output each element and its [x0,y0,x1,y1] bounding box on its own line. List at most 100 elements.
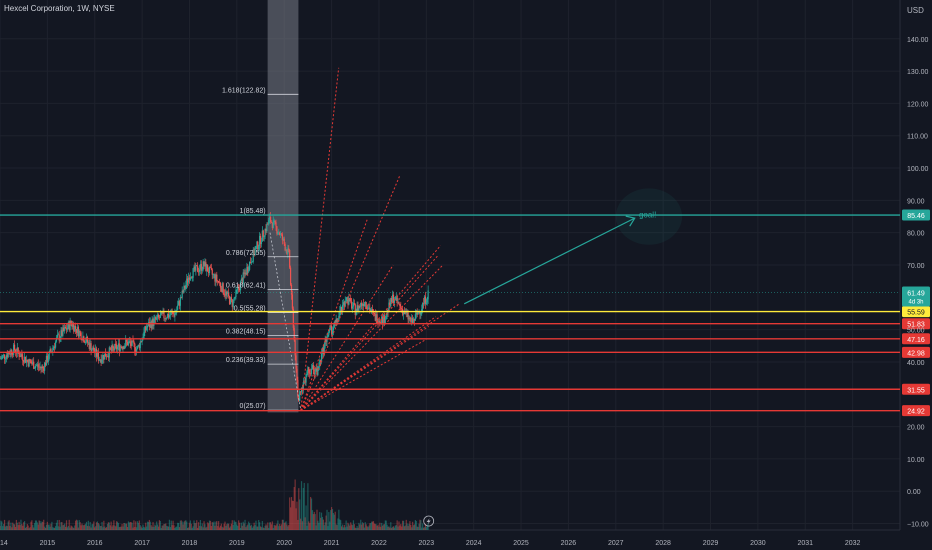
volume-bar [344,527,346,530]
candle-body [279,232,281,235]
volume-bar [146,521,149,530]
volume-bar [14,526,17,530]
candle-body [312,365,314,370]
volume-bar [413,524,416,530]
volume-bar [346,526,348,530]
candle-body [320,360,322,362]
volume-bar [10,522,12,530]
candle-body [122,346,124,349]
volume-bar [34,520,37,530]
candle-body [163,311,165,319]
volume-bar [47,524,49,530]
volume-bar [424,523,427,530]
candle-body [121,347,123,349]
candle-body [34,365,37,369]
candle-body [352,303,355,307]
y-tick-label: 80.00 [907,231,925,238]
candle-body [100,359,102,363]
level-badge [902,209,930,221]
candle-body [419,311,421,315]
volume-bar [376,525,378,530]
candle-body [74,326,76,332]
volume-bar [63,524,65,530]
volume-bar [203,521,205,530]
goal-circle [615,188,683,245]
x-tick-label: 2024 [466,540,482,547]
volume-bar [2,526,4,530]
volume-bar [197,522,200,530]
volume-bar [311,510,314,530]
candle-body [242,272,244,284]
volume-bar [298,488,300,530]
candle-body [274,220,276,223]
candle-body [414,314,416,321]
candle-body [85,341,87,343]
volume-bars [0,479,429,530]
goal-projection[interactable]: goal! [463,188,683,305]
volume-bar [127,521,130,530]
candle-body [167,313,169,319]
time-axis[interactable]: 2014 2015 2016 2017 2018 2019 2020 2021 2022 2023… [0,515,861,547]
volume-bar [323,525,325,530]
candle-body [118,343,120,352]
volume-bar [104,526,106,530]
volume-bar [119,526,121,530]
horizontal-levels[interactable]: 85.46 55.59 51.83 47.16 42.98 31.55 24.92 61.49… [0,209,930,417]
candle-body [293,327,295,341]
candle-body [266,223,268,232]
candle-body [227,292,229,294]
volume-bar [397,526,399,530]
volume-bar [385,520,387,530]
price-axis[interactable]: 140.00 130.00 120.00 110.00 100.00 90.00 80.00… [907,37,929,529]
candle-body [300,387,303,393]
candle-body [317,366,319,375]
candle-body [168,315,171,318]
candle-body [278,232,280,234]
volume-bar [71,526,73,530]
volume-bar [241,525,243,530]
volume-bar [61,522,63,530]
candle-body [340,306,342,312]
volume-bar [91,524,93,530]
candle-body [193,266,195,269]
candle-body [31,363,33,365]
candle-body [316,368,318,375]
volume-bar [245,527,247,530]
candle-body [381,316,384,325]
candle-body [392,294,395,303]
y-tick-label: 10.00 [907,457,925,464]
fan-lines[interactable] [300,67,460,411]
candle-body [344,301,346,307]
candle-body [54,341,57,348]
volume-bar [25,526,28,530]
volume-bar [53,527,55,530]
volume-bar [286,524,288,530]
volume-bar [310,498,313,530]
volume-bar [6,526,8,530]
volume-bar [26,523,28,530]
volume-bar [58,519,60,530]
candle-body [198,269,201,272]
volume-bar [224,521,226,530]
volume-bar [175,526,177,530]
volume-bar [407,526,409,530]
candle-body [310,373,312,375]
volume-bar [0,526,1,530]
volume-bar [308,521,310,530]
candle-body [95,348,97,353]
candle-body [177,305,179,310]
volume-bar [118,527,120,530]
candle-body [90,343,92,352]
volume-bar [302,487,304,530]
volume-bar [314,514,316,530]
volume-bar [169,527,171,530]
volume-bar [17,525,19,530]
volume-bar [326,509,328,530]
candle-body [39,366,41,368]
candle-body [24,356,27,363]
volume-bar [149,521,151,530]
volume-bar [324,522,326,530]
volume-bar [408,523,410,530]
candle-body [171,312,173,313]
